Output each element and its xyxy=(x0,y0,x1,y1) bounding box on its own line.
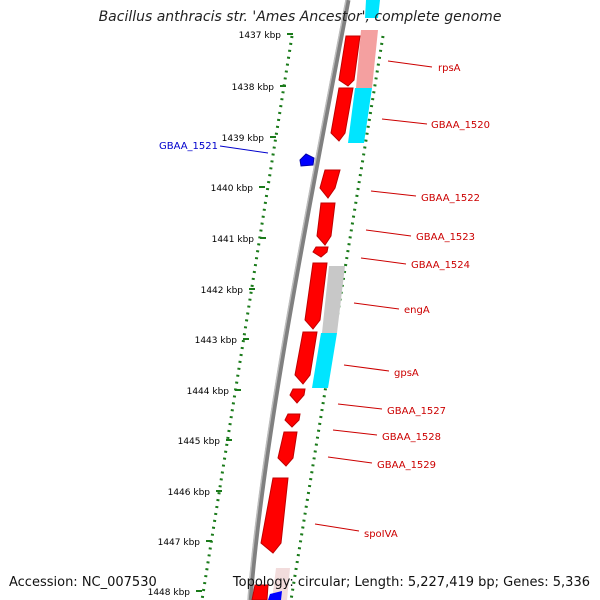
category-box-white xyxy=(272,568,290,600)
gene-label-GBAA_1523[interactable]: GBAA_1523 xyxy=(416,232,475,243)
gene-1524-arrow xyxy=(312,246,329,258)
gene-label-leader xyxy=(327,456,373,464)
gene-gpsA-arrow xyxy=(294,331,318,385)
gene-1521-arrow xyxy=(299,153,315,167)
tick-label: 1441 kbp xyxy=(212,235,255,245)
gene-label-leader xyxy=(381,118,428,125)
gene-label-leader xyxy=(314,523,360,532)
gene-label-GBAA_1521[interactable]: GBAA_1521 xyxy=(159,141,218,152)
gene-1528-arrow xyxy=(284,413,301,428)
gene-reverse-bottom-arrow xyxy=(268,591,282,600)
tick-label: 1443 kbp xyxy=(195,336,238,346)
gene-1522-arrow xyxy=(319,169,341,199)
gene-partial-top-cyan xyxy=(365,0,380,18)
tick-label: 1442 kbp xyxy=(201,286,244,296)
gene-features xyxy=(251,0,380,600)
gene-label-GBAA_1528[interactable]: GBAA_1528 xyxy=(382,432,441,443)
gene-label-GBAA_1527[interactable]: GBAA_1527 xyxy=(387,406,446,417)
gene-label-leader xyxy=(360,257,407,265)
gene-label-rpsA[interactable]: rpsA xyxy=(438,63,461,74)
gene-engA-arrow xyxy=(304,262,328,330)
gene-1527-arrow xyxy=(289,388,306,404)
tick-marks: 1437 kbp 1438 kbp 1439 kbp 1440 kbp 1441 kbp… xyxy=(148,31,293,598)
gene-label-leader xyxy=(337,403,383,410)
gene-label-GBAA_1529[interactable]: GBAA_1529 xyxy=(377,460,436,471)
tick-label: 1444 kbp xyxy=(187,387,230,397)
gene-label-GBAA_1524[interactable]: GBAA_1524 xyxy=(411,260,470,271)
tick-label: 1437 kbp xyxy=(239,31,282,41)
category-boxes xyxy=(272,30,378,600)
tick-label: 1439 kbp xyxy=(222,134,265,144)
genome-backbone xyxy=(247,0,351,600)
gene-labels: rpsA GBAA_1520 GBAA_1521 GBAA_1522 GBAA_1523… xyxy=(159,60,490,540)
map-title: Bacillus anthracis str. 'Ames Ancestor',… xyxy=(98,9,502,25)
tick-label: 1445 kbp xyxy=(178,437,221,447)
tick-label: 1447 kbp xyxy=(158,538,201,548)
gene-label-engA[interactable]: engA xyxy=(404,305,430,316)
gene-1520-arrow xyxy=(330,87,354,142)
topology-text: Topology: circular; Length: 5,227,419 bp… xyxy=(232,575,590,590)
tick-label: 1446 kbp xyxy=(168,488,211,498)
category-box-cyan xyxy=(348,88,372,143)
gene-partial-bottom-arrow xyxy=(251,584,269,600)
gene-label-GBAA_1520[interactable]: GBAA_1520 xyxy=(431,120,490,131)
gene-rpsA-arrow xyxy=(338,35,361,87)
outer-track xyxy=(289,35,385,600)
accession-text: Accession: NC_007530 xyxy=(9,575,157,590)
category-box-cyan xyxy=(312,333,337,388)
tick-label: 1440 kbp xyxy=(211,184,254,194)
gene-1523-arrow xyxy=(316,202,336,246)
gene-label-leader xyxy=(343,364,390,372)
tick-label: 1438 kbp xyxy=(232,83,275,93)
gene-label-gpsA[interactable]: gpsA xyxy=(394,368,419,379)
gene-label-GBAA_1522[interactable]: GBAA_1522 xyxy=(421,193,480,204)
gene-label-leader xyxy=(219,145,269,154)
gene-spoIVA-arrow xyxy=(260,477,289,554)
gene-label-leader xyxy=(332,429,378,436)
gene-label-spoIVA[interactable]: spoIVA xyxy=(364,529,398,540)
category-box-grey xyxy=(322,266,345,333)
gene-label-leader xyxy=(370,190,417,197)
tick-label: 1448 kbp xyxy=(148,588,191,598)
category-box-pink xyxy=(356,30,378,88)
gene-label-leader xyxy=(387,60,433,68)
genome-backbone-highlight xyxy=(247,0,347,600)
gene-label-leader xyxy=(365,229,412,237)
gene-label-leader xyxy=(353,302,400,310)
gene-1529-arrow xyxy=(277,431,298,467)
